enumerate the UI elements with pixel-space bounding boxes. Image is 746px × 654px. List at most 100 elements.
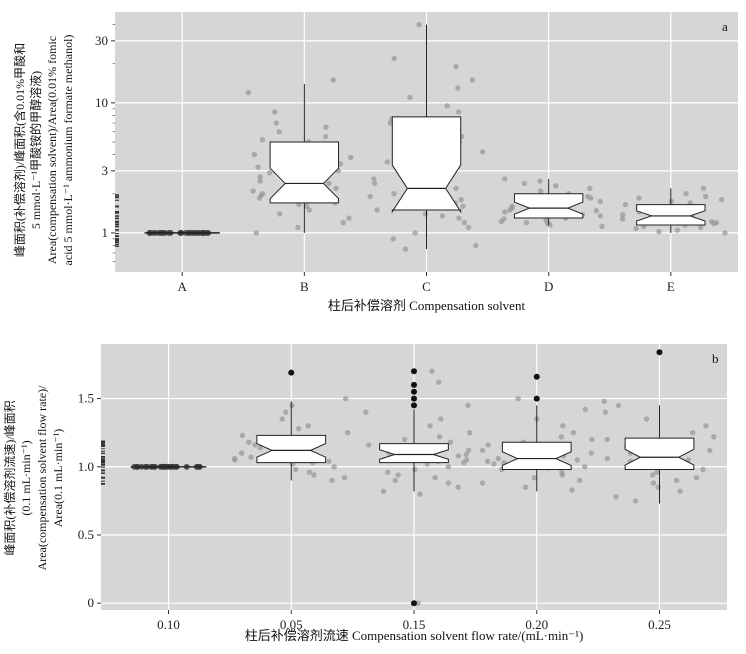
data-point: [656, 229, 662, 235]
data-point: [273, 120, 279, 126]
data-point: [445, 464, 451, 470]
data-point: [589, 436, 595, 443]
data-point: [461, 460, 467, 466]
y-tick-label: 0.5: [78, 527, 94, 542]
data-point: [387, 120, 393, 126]
data-point: [283, 409, 289, 415]
outlier-point: [411, 402, 417, 409]
data-point: [333, 185, 339, 192]
y-tick-label: 30: [95, 33, 108, 48]
data-point: [296, 425, 302, 432]
data-point: [588, 450, 594, 456]
x-tick-label: E: [667, 279, 675, 294]
data-point: [615, 402, 622, 409]
data-point: [257, 178, 263, 184]
data-point: [479, 480, 486, 486]
data-point: [537, 178, 543, 184]
data-point: [259, 137, 266, 143]
data-point: [604, 436, 610, 443]
y-axis-label-line: (0.1 mL·min⁻¹): [19, 440, 33, 515]
data-point: [311, 472, 317, 478]
panel-b: 0 0.5 1.0 1.5 0.10 0.05 0.15 0.20 0.25 b 柱后补偿溶剂流速 …: [2, 344, 727, 643]
data-point: [559, 472, 566, 478]
data-point: [444, 103, 450, 109]
data-point: [248, 454, 254, 460]
data-point: [700, 466, 706, 473]
data-point: [498, 218, 505, 225]
data-point: [683, 191, 689, 197]
data-point: [599, 223, 605, 230]
data-point: [547, 222, 553, 228]
data-point: [722, 230, 728, 236]
data-point: [252, 442, 258, 448]
x-tick-label: 0.05: [280, 617, 303, 632]
data-point: [461, 219, 467, 226]
data-point: [491, 461, 497, 467]
data-point: [613, 494, 619, 500]
data-point: [439, 213, 446, 219]
data-point: [295, 224, 301, 231]
data-point: [366, 442, 372, 448]
y-axis-label-line: acid 5 mmol·L⁻¹ ammonium formate methano…: [61, 35, 75, 266]
data-point: [453, 185, 459, 192]
data-point: [582, 464, 588, 470]
data-point: [632, 498, 639, 504]
outlier-point: [288, 369, 295, 376]
data-point: [558, 434, 565, 440]
data-point: [391, 191, 397, 197]
data-point: [674, 227, 681, 233]
data-point: [306, 207, 313, 213]
data-point: [597, 213, 603, 219]
data-point: [276, 129, 282, 135]
data-point: [719, 197, 725, 203]
data-point: [502, 176, 508, 182]
data-point: [707, 447, 713, 454]
data-point: [636, 195, 642, 201]
outlier-point: [533, 395, 540, 402]
data-point: [391, 55, 397, 62]
data-point: [326, 458, 332, 464]
data-point: [515, 395, 521, 402]
data-point: [363, 409, 369, 415]
data-point: [703, 423, 709, 429]
data-point: [279, 416, 285, 422]
x-tick-label: 0.10: [157, 617, 180, 632]
data-point: [438, 416, 444, 422]
data-point: [693, 475, 700, 481]
data-point: [445, 480, 452, 486]
data-point: [588, 195, 594, 201]
data-point: [711, 220, 717, 227]
data-point: [340, 219, 346, 226]
data-point: [650, 480, 657, 486]
data-point: [429, 368, 435, 374]
data-point: [407, 94, 413, 101]
y-tick-label: 3: [102, 163, 109, 178]
y-tick-label: 1: [102, 225, 109, 240]
data-point: [306, 469, 312, 475]
data-point: [305, 423, 311, 429]
data-point: [331, 464, 337, 470]
data-point: [485, 442, 491, 448]
data-point: [455, 484, 461, 490]
data-point: [277, 211, 283, 217]
notched-box: [624, 437, 695, 470]
data-point: [401, 436, 408, 443]
data-point: [463, 451, 469, 458]
data-point: [690, 430, 696, 436]
data-point: [272, 109, 278, 115]
data-point: [485, 458, 491, 464]
panel-label: b: [712, 351, 719, 366]
data-point: [337, 161, 344, 167]
data-point: [432, 475, 438, 481]
data-point: [673, 477, 680, 484]
data-point: [289, 402, 295, 409]
data-point: [523, 219, 530, 226]
data-point: [619, 216, 626, 222]
data-point: [390, 236, 396, 242]
data-point: [323, 133, 329, 140]
data-point: [507, 207, 513, 213]
data-point: [380, 488, 387, 494]
data-point: [371, 180, 378, 187]
data-point: [602, 409, 609, 415]
data-point: [620, 212, 626, 218]
